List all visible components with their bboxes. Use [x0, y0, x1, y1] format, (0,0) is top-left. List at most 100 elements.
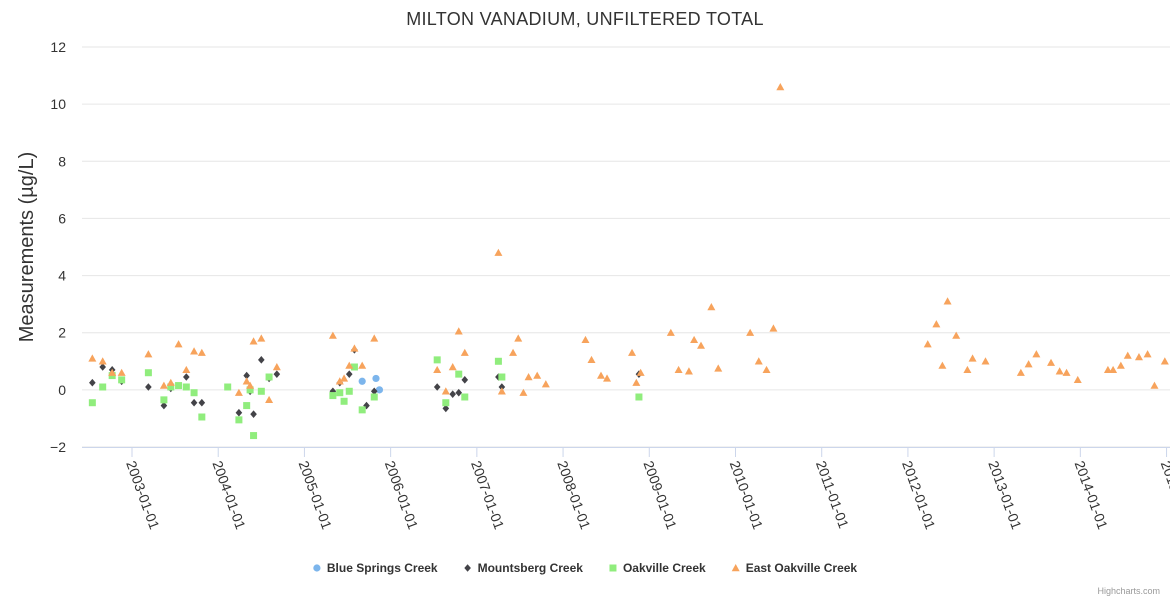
data-point[interactable] [145, 383, 152, 391]
data-point[interactable] [358, 361, 367, 369]
data-point[interactable] [690, 335, 699, 344]
data-point[interactable] [666, 328, 675, 336]
data-point[interactable] [1103, 365, 1112, 374]
data-point[interactable] [636, 368, 645, 376]
data-point[interactable] [242, 377, 251, 385]
data-point[interactable] [674, 365, 683, 374]
data-point[interactable] [442, 404, 450, 413]
data-point[interactable] [167, 383, 175, 391]
data-point[interactable] [345, 370, 353, 378]
data-point[interactable] [98, 357, 107, 365]
data-point[interactable] [707, 303, 716, 311]
data-point[interactable] [160, 401, 168, 410]
data-point[interactable] [938, 361, 947, 369]
data-point[interactable] [117, 368, 126, 376]
data-point[interactable] [981, 357, 990, 365]
data-point[interactable] [265, 395, 274, 404]
legend-label[interactable]: Mountsberg Creek [478, 561, 584, 575]
legend-symbol[interactable] [731, 564, 740, 572]
data-point[interactable] [455, 370, 463, 378]
data-point[interactable] [632, 378, 641, 386]
data-point[interactable] [498, 383, 506, 391]
data-point[interactable] [183, 373, 190, 381]
data-point[interactable] [533, 371, 542, 379]
data-point[interactable] [235, 416, 243, 424]
data-point[interactable] [198, 398, 206, 407]
data-point[interactable] [340, 374, 349, 382]
legend-symbol[interactable] [313, 564, 321, 572]
data-point[interactable] [603, 374, 612, 382]
data-point[interactable] [166, 378, 175, 386]
data-point[interactable] [358, 377, 366, 385]
legend-label[interactable]: East Oakville Creek [746, 561, 858, 575]
data-point[interactable] [1150, 381, 1159, 389]
data-point[interactable] [460, 348, 469, 356]
data-point[interactable] [587, 355, 596, 364]
data-point[interactable] [336, 389, 344, 397]
data-point[interactable] [769, 324, 778, 332]
data-point[interactable] [329, 392, 337, 400]
data-point[interactable] [581, 335, 590, 344]
data-point[interactable] [345, 361, 354, 369]
data-point[interactable] [514, 334, 523, 342]
legend-symbol[interactable] [609, 564, 617, 572]
data-point[interactable] [345, 387, 353, 395]
legend-label[interactable]: Blue Springs Creek [327, 561, 438, 575]
data-point[interactable] [1134, 353, 1143, 361]
legend-item-oakville-creek[interactable]: Oakville Creek [609, 561, 706, 575]
data-point[interactable] [234, 388, 243, 396]
data-point[interactable] [1073, 375, 1082, 384]
data-point[interactable] [370, 387, 378, 396]
data-point[interactable] [449, 390, 457, 398]
data-point[interactable] [249, 337, 258, 345]
credits-link[interactable]: Highcharts.com [1097, 586, 1160, 596]
data-point[interactable] [635, 393, 643, 401]
data-point[interactable] [160, 396, 168, 404]
data-point[interactable] [118, 376, 126, 384]
data-point[interactable] [455, 388, 463, 397]
data-point[interactable] [272, 363, 281, 371]
data-point[interactable] [1160, 357, 1169, 365]
data-point[interactable] [1055, 367, 1064, 375]
data-point[interactable] [243, 371, 250, 380]
data-point[interactable] [190, 347, 199, 355]
data-point[interactable] [335, 377, 344, 385]
data-point[interactable] [714, 364, 723, 372]
data-point[interactable] [99, 383, 107, 391]
data-point[interactable] [943, 297, 952, 305]
data-point[interactable] [746, 328, 755, 336]
data-point[interactable] [1024, 360, 1033, 368]
data-point[interactable] [182, 365, 191, 374]
data-point[interactable] [144, 350, 153, 358]
data-point[interactable] [519, 388, 528, 396]
data-point[interactable] [258, 356, 265, 364]
data-point[interactable] [754, 357, 763, 365]
data-point[interactable] [198, 413, 206, 421]
data-point[interactable] [340, 397, 348, 405]
data-point[interactable] [1032, 350, 1041, 358]
legend-item-east-oakville-creek[interactable]: East Oakville Creek [731, 561, 858, 575]
data-point[interactable] [541, 380, 550, 388]
data-point[interactable] [246, 386, 254, 394]
legend-symbol[interactable] [464, 564, 471, 572]
data-point[interactable] [88, 354, 97, 362]
data-point[interactable] [461, 393, 469, 401]
data-point[interactable] [372, 374, 380, 383]
data-point[interactable] [175, 382, 183, 390]
data-point[interactable] [968, 354, 977, 362]
legend-item-blue-springs-creek[interactable]: Blue Springs Creek [313, 561, 438, 575]
data-point[interactable] [358, 406, 366, 414]
data-point[interactable] [684, 367, 693, 375]
data-point[interactable] [1123, 351, 1132, 359]
data-point[interactable] [197, 348, 206, 356]
data-point[interactable] [174, 340, 183, 348]
data-point[interactable] [370, 393, 378, 401]
data-point[interactable] [494, 248, 503, 256]
data-point[interactable] [250, 410, 257, 418]
data-point[interactable] [596, 371, 605, 379]
data-point[interactable] [108, 368, 117, 376]
data-point[interactable] [190, 389, 198, 397]
data-point[interactable] [370, 334, 379, 342]
data-point[interactable] [224, 383, 232, 391]
legend-item-mountsberg-creek[interactable]: Mountsberg Creek [464, 561, 583, 575]
